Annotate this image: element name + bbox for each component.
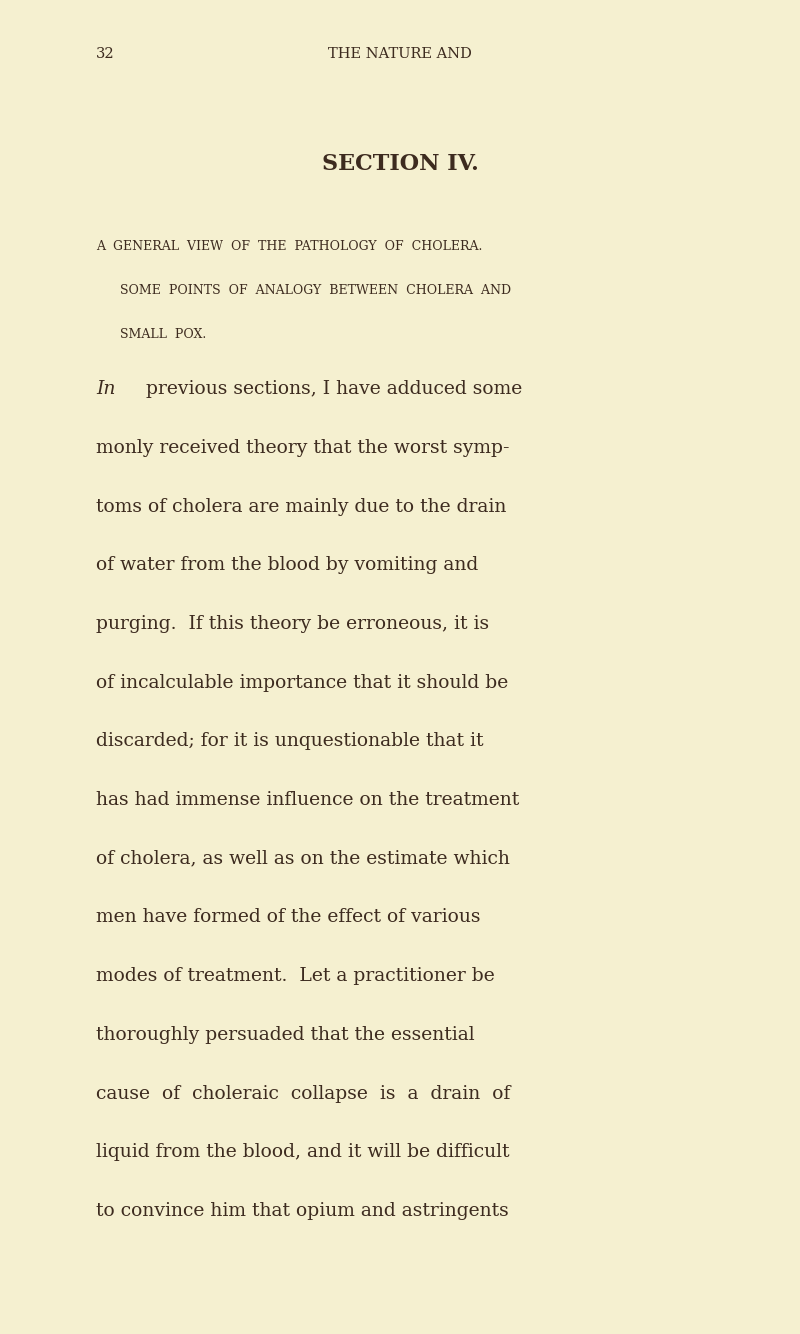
Text: discarded; for it is unquestionable that it: discarded; for it is unquestionable that… [96, 732, 483, 750]
Text: of cholera, as well as on the estimate which: of cholera, as well as on the estimate w… [96, 850, 510, 867]
Text: In: In [96, 380, 115, 398]
Text: of water from the blood by vomiting and: of water from the blood by vomiting and [96, 556, 478, 574]
Text: thoroughly persuaded that the essential: thoroughly persuaded that the essential [96, 1026, 474, 1043]
Text: of incalculable importance that it should be: of incalculable importance that it shoul… [96, 674, 508, 691]
Text: SMALL  POX.: SMALL POX. [120, 328, 206, 342]
Text: liquid from the blood, and it will be difficult: liquid from the blood, and it will be di… [96, 1143, 510, 1161]
Text: toms of cholera are mainly due to the drain: toms of cholera are mainly due to the dr… [96, 498, 506, 515]
Text: monly received theory that the worst symp-: monly received theory that the worst sym… [96, 439, 510, 456]
Text: previous sections, I have adduced some: previous sections, I have adduced some [140, 380, 522, 398]
Text: cause  of  choleraic  collapse  is  a  drain  of: cause of choleraic collapse is a drain o… [96, 1085, 510, 1102]
Text: to convince him that opium and astringents: to convince him that opium and astringen… [96, 1202, 509, 1219]
Text: THE NATURE AND: THE NATURE AND [328, 47, 472, 60]
Text: men have formed of the effect of various: men have formed of the effect of various [96, 908, 481, 926]
Text: purging.  If this theory be erroneous, it is: purging. If this theory be erroneous, it… [96, 615, 489, 632]
Text: has had immense influence on the treatment: has had immense influence on the treatme… [96, 791, 519, 808]
Text: SOME  POINTS  OF  ANALOGY  BETWEEN  CHOLERA  AND: SOME POINTS OF ANALOGY BETWEEN CHOLERA A… [120, 284, 511, 297]
Text: A  GENERAL  VIEW  OF  THE  PATHOLOGY  OF  CHOLERA.: A GENERAL VIEW OF THE PATHOLOGY OF CHOLE… [96, 240, 482, 253]
Text: SECTION IV.: SECTION IV. [322, 153, 478, 175]
Text: 32: 32 [96, 47, 114, 60]
Text: modes of treatment.  Let a practitioner be: modes of treatment. Let a practitioner b… [96, 967, 494, 984]
